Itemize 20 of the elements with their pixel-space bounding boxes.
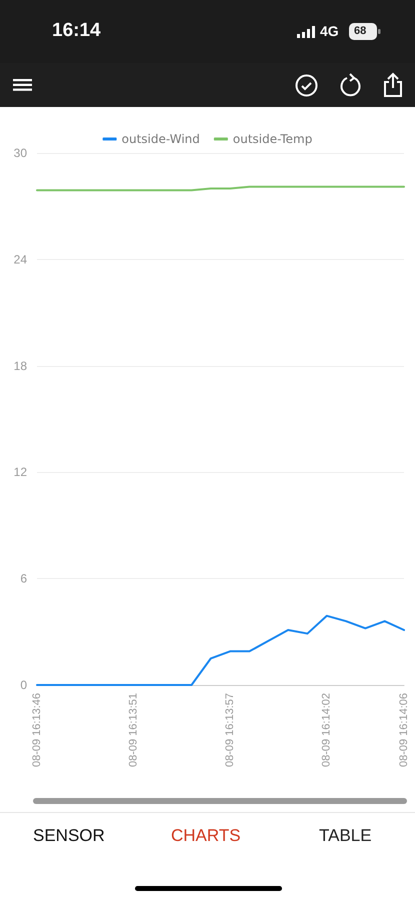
y-tick-label: 12 [14, 465, 28, 480]
x-tick-label: 08-09 16:14:06 [398, 693, 410, 768]
y-tick-label: 30 [14, 146, 28, 160]
text: 16:14 [52, 20, 101, 42]
x-tick-label: 08-09 16:13:51 [128, 693, 140, 768]
y-tick-label: 18 [14, 358, 28, 373]
x-tick-label: 08-09 16:14:02 [320, 693, 333, 768]
y-tick-label: 6 [20, 572, 28, 586]
x-tick-label: 08-09 16:13:46 [31, 693, 43, 768]
y-tick-label: 24 [14, 252, 28, 266]
legend-label: outside-Wind [122, 132, 200, 146]
text: 4G [320, 23, 339, 39]
y-tick-label: 0 [20, 678, 28, 692]
x-tick-label: 08-09 16:13:57 [224, 693, 236, 768]
text: SENSOR [33, 826, 105, 846]
legend-label: outside-Temp [232, 132, 312, 146]
line-series [36, 614, 405, 686]
text: 68 [354, 25, 366, 37]
text: CHARTS [171, 826, 241, 846]
text: TABLE [319, 826, 372, 846]
